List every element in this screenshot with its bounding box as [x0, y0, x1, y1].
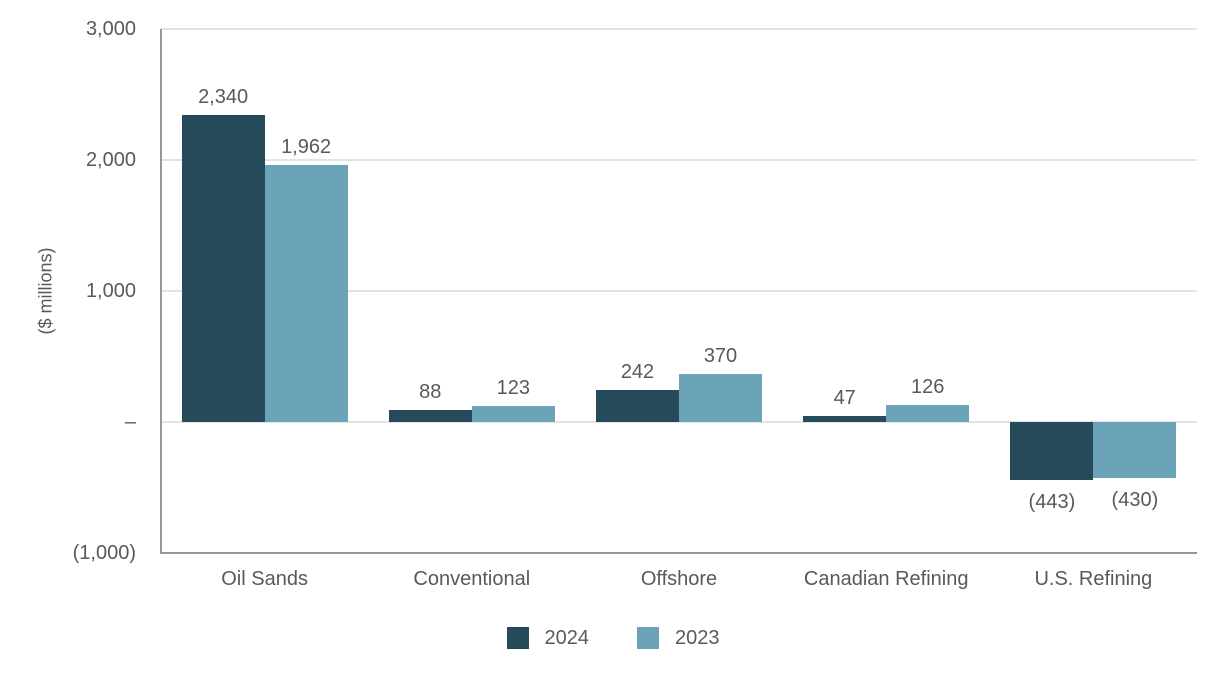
x-category-label-conventional: Conventional	[413, 568, 531, 590]
y-tick-label-0: –	[124, 411, 136, 433]
bar-2024-canadian-refining	[803, 415, 887, 422]
y-tick-label--1000: (1,000)	[72, 542, 136, 564]
legend: 2024 2023	[0, 626, 1226, 650]
legend-label-2023: 2023	[675, 627, 720, 649]
legend-swatch-2024	[506, 627, 529, 649]
legend-swatch-2023	[637, 627, 659, 649]
legend-item-2023: 2023	[637, 626, 720, 650]
x-category-label-u-s-refining: U.S. Refining	[1034, 568, 1153, 590]
bar-2023-offshore	[679, 373, 762, 422]
bar-2024-oil-sands	[181, 115, 265, 422]
x-axis-line	[160, 552, 1197, 554]
data-label-2024-conventional: 88	[419, 381, 442, 404]
y-tick-label-1000: 1,000	[85, 280, 136, 302]
data-label-2024-u-s-refining: (443)	[1028, 491, 1076, 514]
data-label-2024-oil-sands: 2,340	[198, 86, 249, 109]
gridline-2000	[161, 159, 1197, 161]
y-tick-label-2000: 2,000	[85, 149, 136, 171]
legend-label-2024: 2024	[544, 627, 590, 649]
gridline-3000	[161, 28, 1197, 30]
x-category-label-oil-sands: Oil Sands	[221, 568, 308, 590]
data-label-2023-offshore: 370	[703, 344, 738, 367]
y-tick-label-3000: 3,000	[85, 18, 136, 40]
data-label-2023-u-s-refining: (430)	[1111, 489, 1159, 512]
data-label-2024-offshore: 242	[620, 361, 655, 384]
bar-2023-oil-sands	[264, 164, 348, 422]
bar-2024-offshore	[596, 390, 679, 422]
gridline-1000	[161, 290, 1197, 292]
bar-2024-conventional	[388, 410, 472, 422]
x-category-label-offshore: Offshore	[640, 568, 718, 590]
x-category-label-canadian-refining: Canadian Refining	[803, 568, 969, 590]
data-label-2024-canadian-refining: 47	[833, 386, 856, 409]
legend-item-2024: 2024	[506, 626, 590, 650]
data-label-2023-oil-sands: 1,962	[281, 135, 332, 158]
bar-2024-u-s-refining	[1010, 422, 1094, 481]
bar-2023-u-s-refining	[1093, 422, 1177, 479]
data-label-2023-canadian-refining: 126	[911, 376, 945, 399]
y-axis-line	[160, 29, 162, 554]
data-label-2023-conventional: 123	[496, 376, 530, 399]
bar-2023-canadian-refining	[886, 405, 970, 422]
gridline-0	[161, 421, 1197, 423]
bar-2023-conventional	[471, 405, 555, 422]
